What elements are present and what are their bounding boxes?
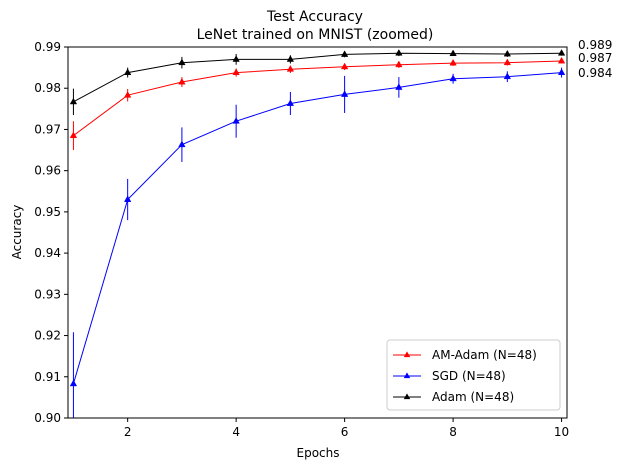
data-point bbox=[503, 49, 512, 57]
data-point bbox=[123, 91, 132, 98]
data-point bbox=[232, 68, 240, 75]
data-point bbox=[232, 55, 240, 62]
legend-label: Adam (N=48) bbox=[432, 390, 514, 404]
y-tick-label: 0.96 bbox=[34, 164, 61, 178]
data-point bbox=[286, 99, 295, 106]
end-label-am-adam: 0.987 bbox=[578, 51, 612, 65]
legend-marker bbox=[403, 393, 411, 400]
data-point bbox=[557, 68, 566, 75]
legend-label: SGD (N=48) bbox=[432, 369, 506, 383]
data-point bbox=[449, 74, 457, 82]
x-tick-label: 2 bbox=[124, 425, 132, 439]
y-tick-label: 0.97 bbox=[34, 122, 61, 136]
y-tick-label: 0.93 bbox=[34, 287, 61, 301]
data-point bbox=[69, 131, 78, 139]
end-value-labels: 0.989 0.987 0.984 bbox=[578, 38, 612, 80]
data-point bbox=[557, 56, 566, 64]
data-point bbox=[557, 49, 566, 56]
legend-item: Adam (N=48) bbox=[393, 390, 514, 404]
series-line bbox=[72, 72, 562, 384]
data-point bbox=[286, 55, 295, 62]
end-label-adam: 0.989 bbox=[578, 38, 612, 52]
x-tick-label: 6 bbox=[341, 425, 349, 439]
data-point bbox=[69, 97, 78, 105]
x-axis: 2 4 6 8 10 bbox=[124, 418, 569, 439]
legend-box bbox=[386, 339, 561, 411]
series-0 bbox=[69, 56, 566, 151]
x-axis-label: Epochs bbox=[297, 446, 340, 460]
series-1 bbox=[69, 67, 566, 418]
x-tick-label: 4 bbox=[232, 425, 240, 439]
data-point bbox=[123, 68, 132, 75]
y-tick-label: 0.91 bbox=[34, 370, 61, 384]
data-point bbox=[449, 49, 457, 57]
y-tick-label: 0.90 bbox=[34, 411, 61, 425]
y-tick-label: 0.94 bbox=[34, 246, 61, 260]
data-point bbox=[286, 65, 295, 72]
y-tick-label: 0.98 bbox=[34, 81, 61, 95]
y-axis: 0.90 0.91 0.92 0.93 0.94 0.95 0.96 0.97 0.98 0.99 bbox=[34, 40, 68, 425]
data-point bbox=[395, 49, 403, 56]
series-2 bbox=[69, 49, 566, 116]
series-line bbox=[73, 52, 562, 103]
x-tick-label: 8 bbox=[449, 425, 457, 439]
legend: AM-Adam (N=48) SGD (N=48) Adam (N=48) bbox=[386, 339, 561, 411]
chart-title: Test Accuracy bbox=[266, 9, 363, 25]
series-layer bbox=[69, 49, 566, 418]
y-tick-label: 0.92 bbox=[34, 329, 61, 343]
data-point bbox=[340, 50, 349, 57]
data-point bbox=[340, 90, 349, 97]
plot-area bbox=[67, 46, 568, 419]
legend-item: AM-Adam (N=48) bbox=[393, 348, 537, 362]
series-line bbox=[73, 60, 562, 137]
data-point bbox=[232, 117, 240, 124]
data-point bbox=[395, 60, 403, 68]
legend-marker bbox=[403, 372, 411, 379]
data-point bbox=[178, 77, 186, 85]
data-point bbox=[69, 379, 78, 387]
legend-item: SGD (N=48) bbox=[393, 369, 506, 383]
data-point bbox=[395, 83, 403, 90]
plot-frame bbox=[67, 46, 568, 419]
legend-label: AM-Adam (N=48) bbox=[432, 348, 537, 362]
y-axis-label: Accuracy bbox=[10, 205, 24, 260]
y-tick-label: 0.95 bbox=[34, 205, 61, 219]
legend-marker bbox=[403, 351, 411, 358]
data-point bbox=[503, 58, 512, 66]
data-point bbox=[178, 58, 186, 66]
end-label-sgd: 0.984 bbox=[578, 66, 612, 80]
data-point bbox=[449, 58, 457, 66]
data-point bbox=[178, 140, 186, 148]
chart-subtitle: LeNet trained on MNIST (zoomed) bbox=[197, 27, 434, 43]
data-point bbox=[503, 72, 512, 80]
y-tick-label: 0.99 bbox=[34, 40, 61, 54]
data-point bbox=[340, 62, 349, 70]
x-tick-label: 10 bbox=[554, 425, 569, 439]
data-point bbox=[123, 195, 132, 202]
